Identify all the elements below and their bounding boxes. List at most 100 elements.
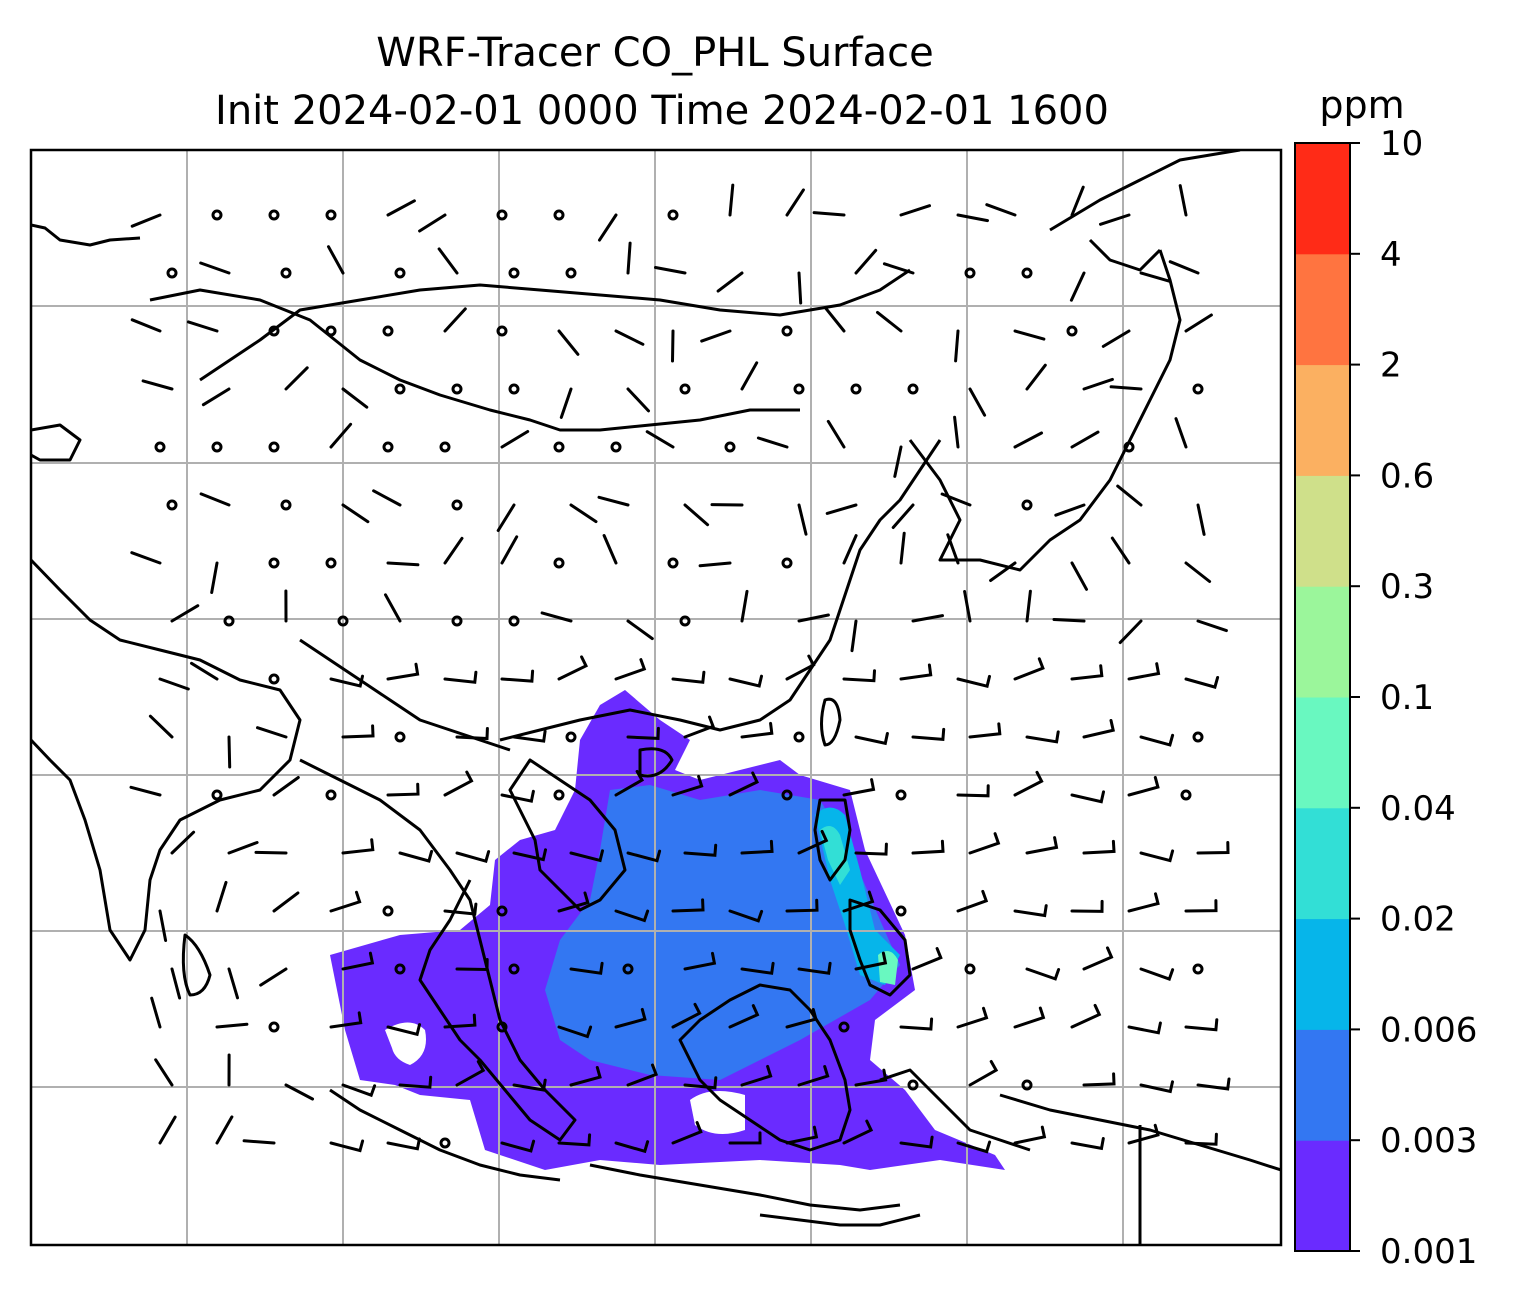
- wind-barb: [700, 329, 732, 343]
- colorbar-segment: [1295, 475, 1350, 587]
- wind-barb: [876, 310, 903, 333]
- calm-wind-circle: [439, 1137, 451, 1149]
- wind-barb: [614, 658, 647, 681]
- wind-barb: [728, 1004, 760, 1029]
- wind-barb: [1013, 1006, 1046, 1029]
- wind-barb: [797, 613, 830, 623]
- calm-wind-circle: [508, 615, 520, 627]
- coast-new-guinea: [999, 1093, 1281, 1245]
- wind-barb: [899, 663, 933, 681]
- wind-barb: [968, 387, 987, 417]
- calm-wind-circle: [268, 209, 280, 221]
- calm-wind-circle: [451, 615, 463, 627]
- wind-barb: [671, 774, 704, 797]
- wind-barb: [797, 829, 829, 855]
- wind-barb: [455, 1060, 486, 1087]
- wind-barb: [1184, 899, 1218, 913]
- calm-wind-circle: [382, 325, 394, 337]
- wind-barb: [500, 535, 519, 565]
- calm-wind-circle: [1021, 499, 1033, 511]
- wind-barb: [1127, 892, 1160, 913]
- wind-barb: [854, 1068, 888, 1087]
- wind-barb: [1139, 733, 1175, 747]
- wind-barb: [728, 909, 764, 923]
- wind-barb: [645, 430, 675, 449]
- wind-barb: [1109, 385, 1143, 391]
- colorbar-segments: [1295, 143, 1350, 1252]
- calm-wind-circle: [280, 267, 292, 279]
- calm-wind-circle: [781, 325, 793, 337]
- wind-barb: [614, 769, 645, 797]
- wind-barb: [227, 841, 259, 855]
- wind-barb: [512, 848, 547, 862]
- calm-wind-circle: [1192, 383, 1204, 395]
- wind-barb: [386, 1023, 421, 1037]
- calm-wind-circle: [793, 731, 805, 743]
- colorbar-tick-label: 0.04: [1380, 789, 1456, 829]
- calm-wind-circle: [1192, 731, 1204, 743]
- wind-barb: [854, 951, 888, 971]
- coast-sri-lanka: [181, 933, 212, 997]
- colorbar-tick-label: 0.003: [1380, 1121, 1477, 1161]
- wind-barb: [1168, 260, 1200, 275]
- wind-barb: [386, 561, 420, 567]
- wind-barb: [1054, 503, 1086, 517]
- calm-wind-circle: [382, 905, 394, 917]
- wind-barb: [201, 387, 231, 407]
- wind-barb: [443, 1013, 477, 1029]
- wind-barb: [1025, 730, 1060, 744]
- calm-wind-circle: [781, 557, 793, 569]
- wind-barb: [671, 1121, 703, 1145]
- calm-wind-circle: [907, 383, 919, 395]
- wind-barb: [272, 776, 300, 797]
- coast-hainan: [638, 747, 674, 778]
- calm-wind-circle: [838, 1021, 850, 1033]
- wind-barb: [418, 213, 447, 233]
- wind-barb: [1025, 836, 1059, 855]
- wind-barb: [272, 891, 300, 913]
- wind-barb: [569, 1066, 602, 1087]
- wind-barb: [341, 951, 375, 971]
- wind-barb: [1196, 619, 1228, 633]
- wind-barb: [1118, 619, 1143, 645]
- colorbar-tick-label: 0.1: [1380, 678, 1434, 718]
- calm-wind-circle: [166, 499, 178, 511]
- wind-barb: [329, 674, 364, 688]
- wind-barb: [386, 662, 420, 681]
- wind-barb: [199, 261, 231, 275]
- calm-wind-circle: [610, 441, 622, 453]
- calm-wind-circle: [667, 209, 679, 221]
- calm-wind-circle: [394, 731, 406, 743]
- calm-wind-circle: [724, 441, 736, 453]
- wind-barb: [557, 329, 580, 356]
- wind-barb: [284, 366, 309, 391]
- wind-barb: [443, 307, 467, 333]
- calm-wind-circle: [394, 383, 406, 395]
- wind-barb: [740, 839, 774, 855]
- wind-barb: [1196, 841, 1230, 855]
- colorbar-tick-label: 0.6: [1380, 456, 1434, 496]
- calm-wind-circle: [895, 905, 907, 917]
- wind-barb: [1052, 618, 1086, 623]
- wind-barb: [728, 674, 763, 688]
- wind-barb: [626, 726, 660, 740]
- coast-java: [589, 1163, 901, 1212]
- wind-barb: [842, 778, 876, 797]
- wind-barb: [671, 1002, 702, 1029]
- coast-philippines-south: [848, 898, 912, 997]
- wind-barbs: [129, 183, 1231, 1154]
- wind-barb: [1025, 589, 1032, 623]
- wind-barb: [1127, 662, 1161, 681]
- wind-barb: [398, 1075, 433, 1089]
- calm-wind-circle: [1192, 963, 1204, 975]
- wind-barb: [557, 1025, 593, 1039]
- wind-barb: [443, 770, 474, 797]
- wind-barb: [1196, 503, 1206, 536]
- coast-northeast: [1049, 150, 1241, 272]
- wind-barb: [1178, 184, 1188, 217]
- wind-barb: [1070, 1003, 1102, 1029]
- wind-barb: [1013, 329, 1046, 341]
- coast-lesser-sundas: [759, 1213, 921, 1227]
- wind-barb: [968, 1060, 999, 1087]
